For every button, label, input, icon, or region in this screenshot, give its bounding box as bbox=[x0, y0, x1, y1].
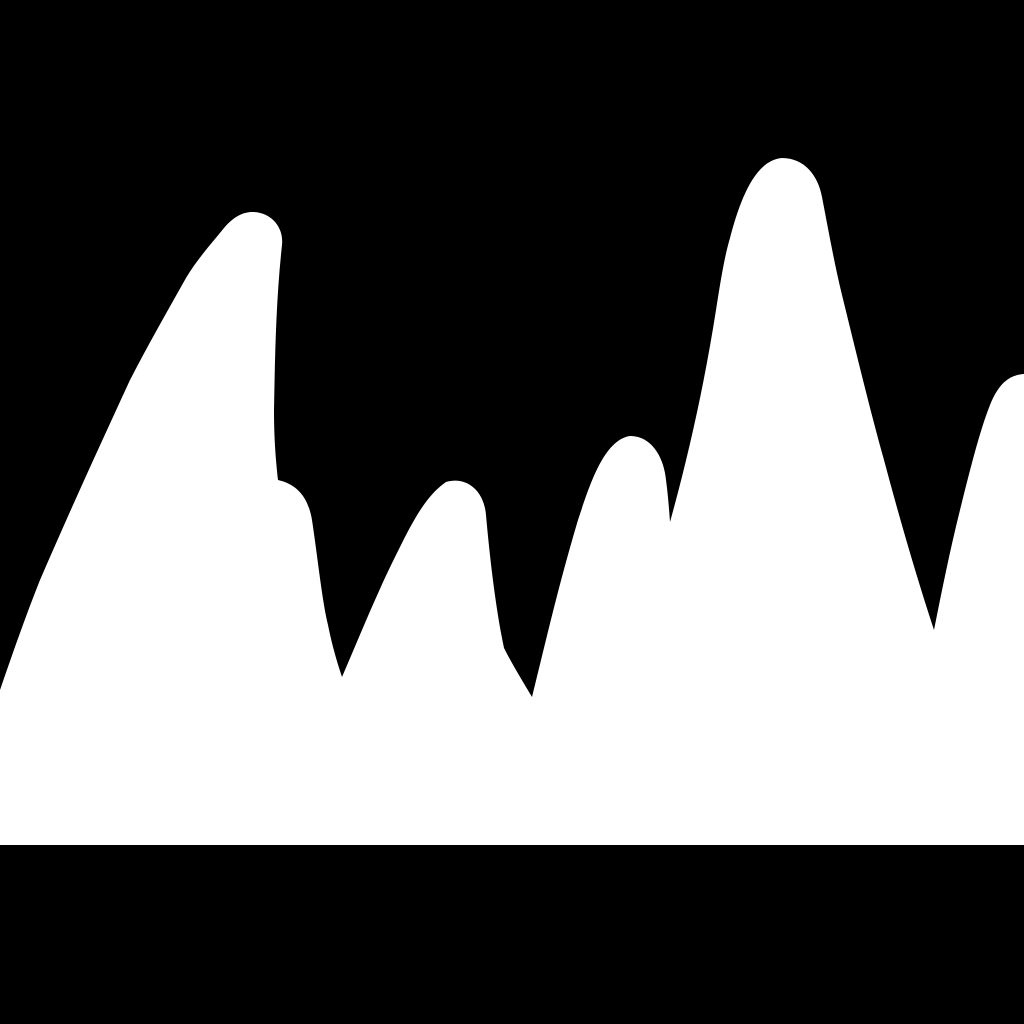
mountain-silhouette bbox=[0, 158, 1024, 845]
